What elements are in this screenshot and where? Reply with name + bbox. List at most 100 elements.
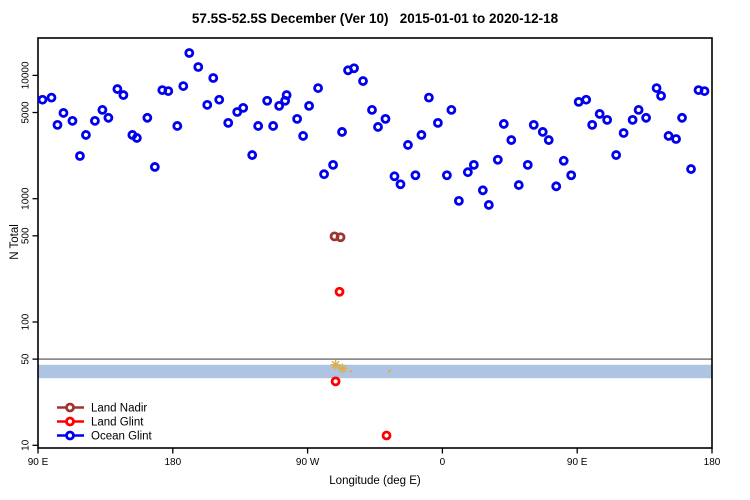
- x-tick-label: 90 E: [28, 457, 49, 468]
- ocean-glint-point: [558, 155, 569, 166]
- ocean-glint-point: [513, 180, 524, 190]
- ocean-glint-point: [75, 151, 85, 161]
- ocean-glint-point: [699, 86, 710, 96]
- ocean-glint-point: [627, 114, 638, 125]
- ocean-glint-point: [313, 83, 323, 93]
- ocean-glint-point: [483, 200, 494, 210]
- y-tick-label: 50: [21, 353, 32, 365]
- ocean-glint-point: [462, 167, 473, 178]
- ocean-glint-point: [573, 96, 584, 107]
- ocean-glint-point: [292, 113, 303, 124]
- ocean-glint-point: [131, 133, 142, 143]
- ocean-glint-point: [395, 179, 406, 190]
- ocean-glint-point: [149, 162, 160, 172]
- ocean-glint-point: [543, 135, 554, 145]
- ocean-glint-point: [410, 170, 421, 181]
- flagged-point: [349, 369, 352, 373]
- x-tick-label: 90 E: [567, 457, 588, 468]
- ocean-glint-point: [202, 99, 213, 110]
- x-tick-label: 180: [704, 457, 721, 468]
- ocean-glint-point: [178, 81, 189, 91]
- ocean-glint-point: [506, 135, 517, 145]
- ocean-glint-point: [193, 62, 204, 72]
- ocean-glint-point: [424, 92, 434, 103]
- ocean-glint-point: [37, 94, 48, 105]
- ocean-glint-point: [551, 181, 562, 192]
- ocean-glint-point: [281, 90, 292, 100]
- ocean-glint-point: [446, 105, 457, 115]
- y-tick-label: 5000: [21, 101, 32, 124]
- ocean-glint-point: [663, 131, 674, 141]
- threshold-band: [38, 364, 712, 379]
- ocean-glint-point: [247, 150, 258, 160]
- ocean-glint-point: [208, 73, 219, 83]
- ocean-glint-point: [262, 95, 273, 106]
- ocean-glint-point: [349, 63, 359, 74]
- land-glint-point: [330, 376, 341, 387]
- ocean-glint-point: [172, 121, 183, 131]
- ocean-glint-point: [103, 112, 114, 123]
- ocean-glint-point: [641, 112, 651, 123]
- ocean-glint-point: [328, 159, 338, 170]
- ocean-glint-point: [367, 105, 377, 115]
- ocean-glint-point: [522, 159, 533, 170]
- x-tick-label: 0: [440, 457, 446, 468]
- ocean-glint-point: [587, 119, 598, 130]
- y-tick-label: 10000: [21, 61, 32, 89]
- ocean-glint-point: [566, 170, 577, 181]
- ocean-glint-point: [611, 150, 622, 160]
- x-tick-label: 180: [164, 457, 181, 468]
- legend-marker: [65, 416, 75, 427]
- ocean-glint-point: [118, 90, 129, 100]
- ocean-glint-point: [656, 90, 666, 101]
- ocean-glint-point: [319, 169, 329, 180]
- ocean-glint-point: [537, 127, 548, 137]
- legend-label: Ocean Glint: [91, 431, 153, 443]
- land-glint-point: [381, 430, 392, 441]
- ocean-glint-point: [214, 94, 225, 105]
- ocean-glint-point: [52, 119, 63, 130]
- ocean-glint-point: [46, 92, 57, 103]
- ocean-glint-point: [389, 171, 400, 182]
- ocean-glint-point: [67, 115, 78, 126]
- legend-label: Land Nadir: [91, 403, 147, 415]
- ocean-glint-point: [477, 185, 488, 196]
- ocean-glint-point: [581, 94, 592, 105]
- ocean-glint-point: [337, 127, 347, 137]
- land-glint-point: [334, 286, 345, 297]
- ocean-glint-point: [274, 100, 285, 111]
- legend-marker: [65, 402, 75, 413]
- flagged-point: [337, 363, 348, 374]
- ocean-glint-point: [403, 140, 413, 150]
- plot-border: [37, 37, 713, 449]
- y-tick-label: 10: [21, 439, 32, 451]
- x-axis-label: Longitude (deg E): [329, 475, 421, 487]
- ocean-glint-point: [380, 113, 391, 124]
- ocean-glint-point: [633, 105, 644, 115]
- ocean-glint-point: [58, 108, 69, 118]
- ocean-glint-point: [618, 128, 629, 138]
- ocean-glint-point: [602, 114, 613, 125]
- ocean-glint-point: [416, 130, 427, 140]
- ocean-glint-point: [651, 83, 662, 93]
- ocean-glint-point: [163, 86, 174, 96]
- ocean-glint-point: [671, 134, 681, 144]
- ocean-glint-point: [112, 84, 123, 94]
- ocean-glint-point: [594, 109, 605, 119]
- ocean-glint-point: [441, 170, 452, 181]
- legend-label: Land Glint: [91, 417, 144, 429]
- flagged-point: [330, 359, 341, 370]
- ocean-glint-point: [184, 48, 195, 58]
- ocean-glint-point: [433, 117, 443, 128]
- ocean-glint-point: [677, 112, 687, 123]
- ocean-glint-point: [686, 164, 696, 174]
- ocean-glint-point: [253, 121, 264, 131]
- y-tick-label: 1000: [21, 187, 32, 210]
- ocean-glint-point: [238, 103, 249, 113]
- y-tick-label: 500: [21, 227, 32, 244]
- flagged-point: [388, 369, 391, 373]
- y-tick-label: 100: [21, 313, 32, 330]
- ocean-glint-point: [97, 105, 108, 115]
